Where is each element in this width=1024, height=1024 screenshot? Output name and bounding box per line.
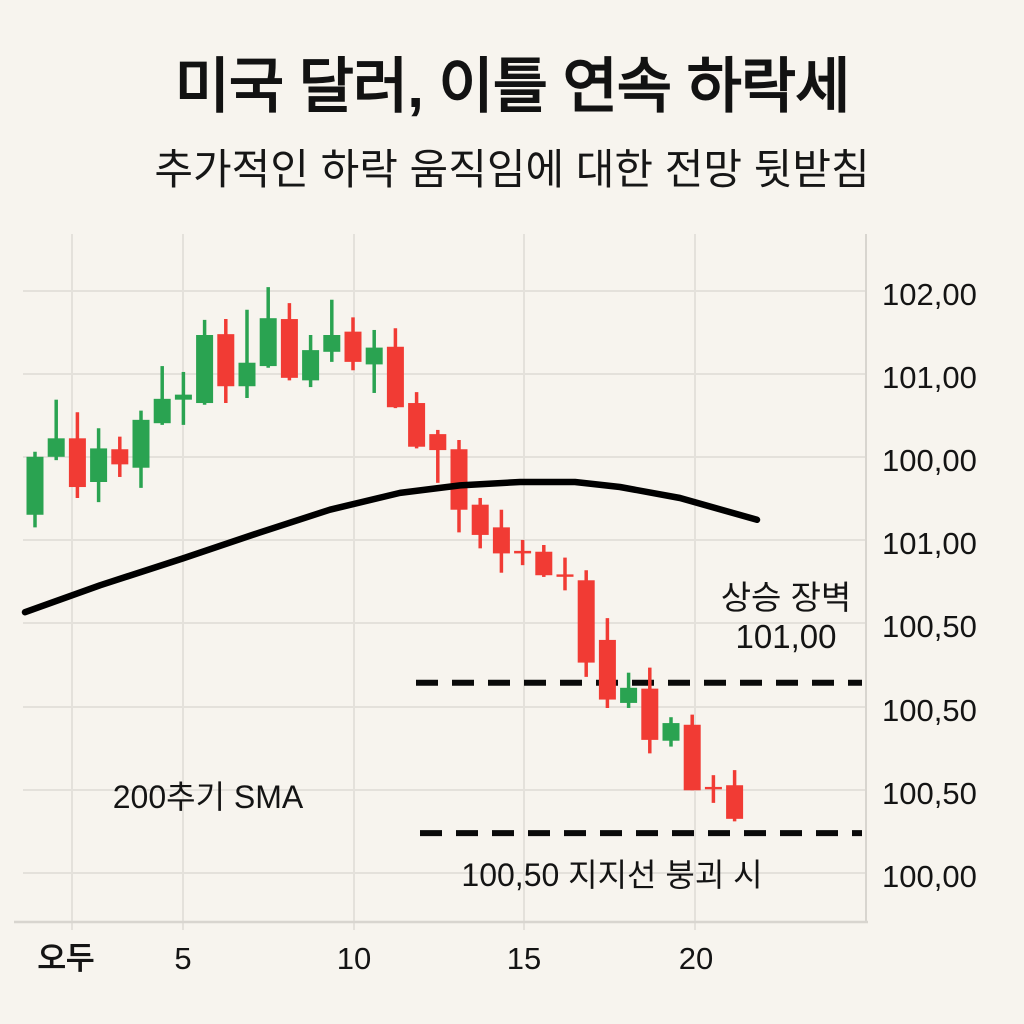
x-axis-label: 5: [174, 941, 191, 976]
candle-body: [514, 550, 532, 554]
candle-body: [620, 687, 638, 703]
sma-line: [21, 478, 761, 616]
y-axis-label: 102,00: [882, 277, 977, 312]
candle-body: [196, 335, 214, 404]
candle-body: [556, 574, 574, 577]
resistance-label: 상승 장벽: [721, 579, 852, 616]
x-axis-label: 20: [679, 941, 713, 976]
candle-body: [429, 434, 447, 451]
candle-body: [471, 504, 489, 535]
candle-body: [302, 350, 320, 381]
y-axis-label: 100,50: [882, 776, 977, 811]
candle-body: [365, 347, 383, 365]
resistance-label: 101,00: [736, 618, 837, 655]
candle-body: [492, 527, 510, 554]
candle-body: [259, 318, 277, 367]
candle-body: [132, 419, 150, 468]
candle-body: [174, 394, 192, 400]
candle-body: [598, 639, 616, 700]
candle-body: [111, 449, 129, 465]
y-axis-label: 100,50: [882, 693, 977, 728]
candle-body: [344, 331, 362, 362]
candle-body: [683, 724, 701, 791]
y-axis-label: 100,00: [882, 859, 977, 894]
candle-body: [26, 456, 44, 515]
candle-body: [386, 346, 404, 408]
candle-body: [577, 580, 595, 663]
candle-body: [90, 448, 108, 482]
y-axis-label: 101,00: [882, 360, 977, 395]
x-axis-label: 오두: [37, 941, 94, 976]
y-axis-label: 101,00: [882, 526, 977, 561]
candle-body: [535, 551, 553, 576]
candle-body: [238, 362, 256, 387]
y-axis-label: 100,00: [882, 443, 977, 478]
support-label: 100,50 지지선 붕괴 시: [461, 857, 762, 893]
candle-body: [323, 335, 341, 352]
candle-body: [704, 786, 722, 790]
sma-label: 200추기 SMA: [113, 779, 304, 815]
candle-body: [217, 334, 235, 387]
candle-body: [47, 438, 65, 457]
candle-body: [726, 785, 744, 819]
candle-body: [662, 723, 680, 741]
page-title: 미국 달러, 이틀 연속 하락세: [174, 53, 851, 120]
x-axis-label: 10: [337, 941, 371, 976]
candle-body: [408, 403, 426, 447]
candle-body: [450, 449, 468, 510]
candle-body: [153, 398, 171, 424]
x-axis-label: 15: [507, 941, 541, 976]
page-subtitle: 추가적인 하락 움직임에 대한 전망 뒷받침: [154, 146, 870, 193]
candle-body: [641, 688, 659, 740]
candle-body: [68, 438, 86, 488]
y-axis-label: 100,50: [882, 609, 977, 644]
candle-body: [280, 319, 298, 378]
